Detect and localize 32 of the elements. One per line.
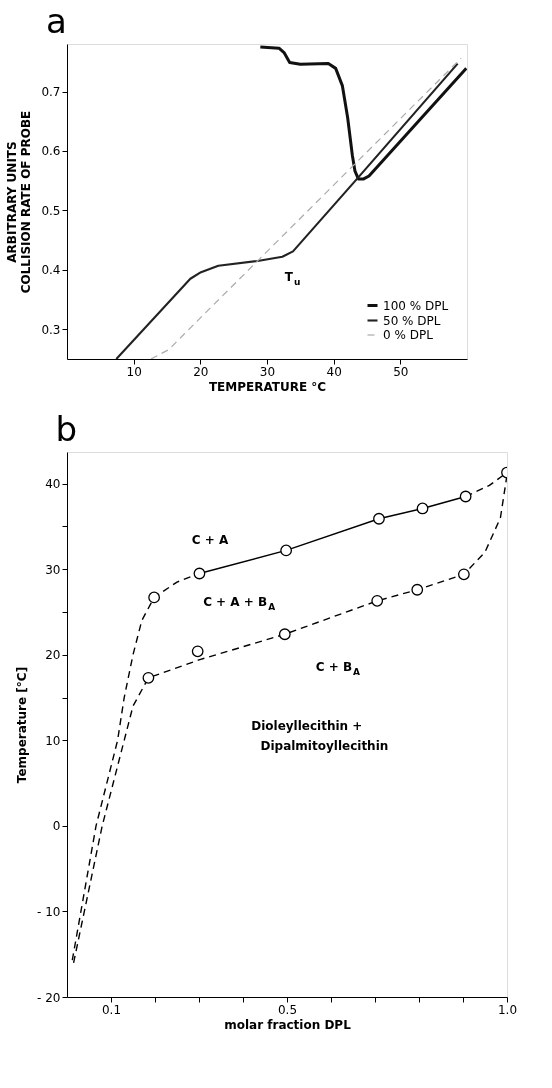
- y-tick-label: - 20: [37, 990, 61, 1005]
- x-tick-label: 20: [193, 364, 209, 379]
- x-tick-label: 30: [259, 364, 276, 379]
- x-tick-label: 40: [326, 364, 342, 379]
- x-tick-label: 0.5: [277, 1002, 298, 1017]
- x-tick-label: 50: [393, 364, 409, 379]
- annotation: Dioleyllecithin +: [251, 718, 363, 733]
- y-tick-label: 30: [45, 562, 61, 577]
- y-axis-title: ARBITRARY UNITS COLLISION RATE OF PROBE: [5, 110, 34, 294]
- annotation: C + A: [191, 533, 229, 548]
- x-tick-label: 10: [126, 364, 142, 379]
- y-tick-label: 0.7: [41, 85, 61, 100]
- y-axis-title: Temperature [°C]: [15, 666, 30, 784]
- y-tick-label: 0.4: [41, 263, 61, 278]
- y-tick-label: 0: [52, 819, 61, 834]
- legend-label: 0 % DPL: [383, 328, 434, 342]
- annotation: Dipalmitoyllecithin: [260, 739, 389, 754]
- y-tick-label: 20: [45, 648, 61, 663]
- y-tick-label: 0.5: [41, 203, 61, 218]
- chart-title: b: [55, 409, 78, 449]
- x-axis-title: TEMPERATURE °C: [208, 379, 327, 394]
- y-tick-label: - 10: [37, 904, 61, 919]
- legend-label: 50 % DPL: [383, 313, 441, 328]
- y-tick-label: 40: [45, 477, 61, 492]
- y-tick-label: 0.3: [41, 322, 61, 337]
- y-tick-label: 10: [45, 733, 61, 748]
- y-tick-label: 0.6: [41, 144, 61, 159]
- x-axis-title: molar fraction DPL: [224, 1017, 352, 1032]
- x-tick-label: 1.0: [497, 1002, 518, 1017]
- legend-label: 100 % DPL: [383, 298, 449, 313]
- chart-title: a: [45, 1, 67, 41]
- x-tick-label: 0.1: [101, 1002, 122, 1017]
